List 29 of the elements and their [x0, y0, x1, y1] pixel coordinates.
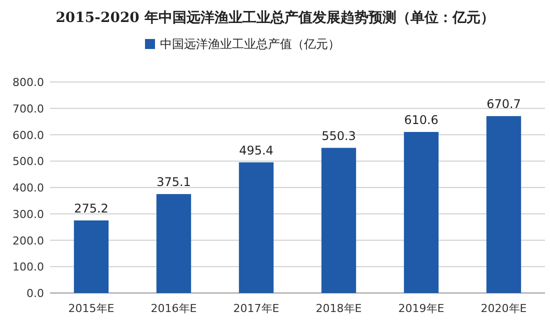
data-label: 550.3: [322, 128, 356, 143]
data-label: 495.4: [239, 143, 274, 158]
y-tick-label: 300.0: [12, 208, 44, 221]
data-label: 375.1: [156, 175, 191, 190]
y-tick-label: 500.0: [12, 155, 44, 168]
bar: [404, 132, 439, 293]
y-tick-label: 600.0: [12, 128, 44, 142]
x-tick-label: 2020年E: [480, 302, 527, 315]
x-tick-label: 2018年E: [316, 302, 362, 315]
bar: [238, 162, 274, 293]
legend-label: 中国远洋渔业工业总产值（亿元）: [160, 37, 340, 51]
x-tick-label: 2016年E: [150, 302, 197, 315]
y-tick-label: 800.0: [12, 76, 44, 89]
y-tick-label: 700.0: [12, 102, 44, 116]
y-tick-label: 100.0: [12, 260, 44, 274]
bar: [156, 194, 192, 293]
x-tick-label: 2015年E: [68, 302, 114, 315]
bar: [486, 116, 522, 293]
y-tick-label: 0.0: [26, 287, 44, 300]
x-tick-label: 2019年E: [398, 302, 444, 315]
y-tick-label: 400.0: [12, 182, 44, 194]
data-label: 610.6: [404, 112, 438, 127]
bar: [74, 220, 109, 293]
data-label: 275.2: [74, 201, 108, 216]
x-tick-label: 2017年E: [233, 302, 280, 315]
data-label: 670.7: [486, 97, 521, 112]
chart-title: 2015-2020 年中国远洋渔业工业总产值发展趋势预测（单位：亿元）: [56, 9, 494, 26]
bar: [321, 148, 356, 293]
y-tick-label: 200.0: [12, 234, 44, 248]
